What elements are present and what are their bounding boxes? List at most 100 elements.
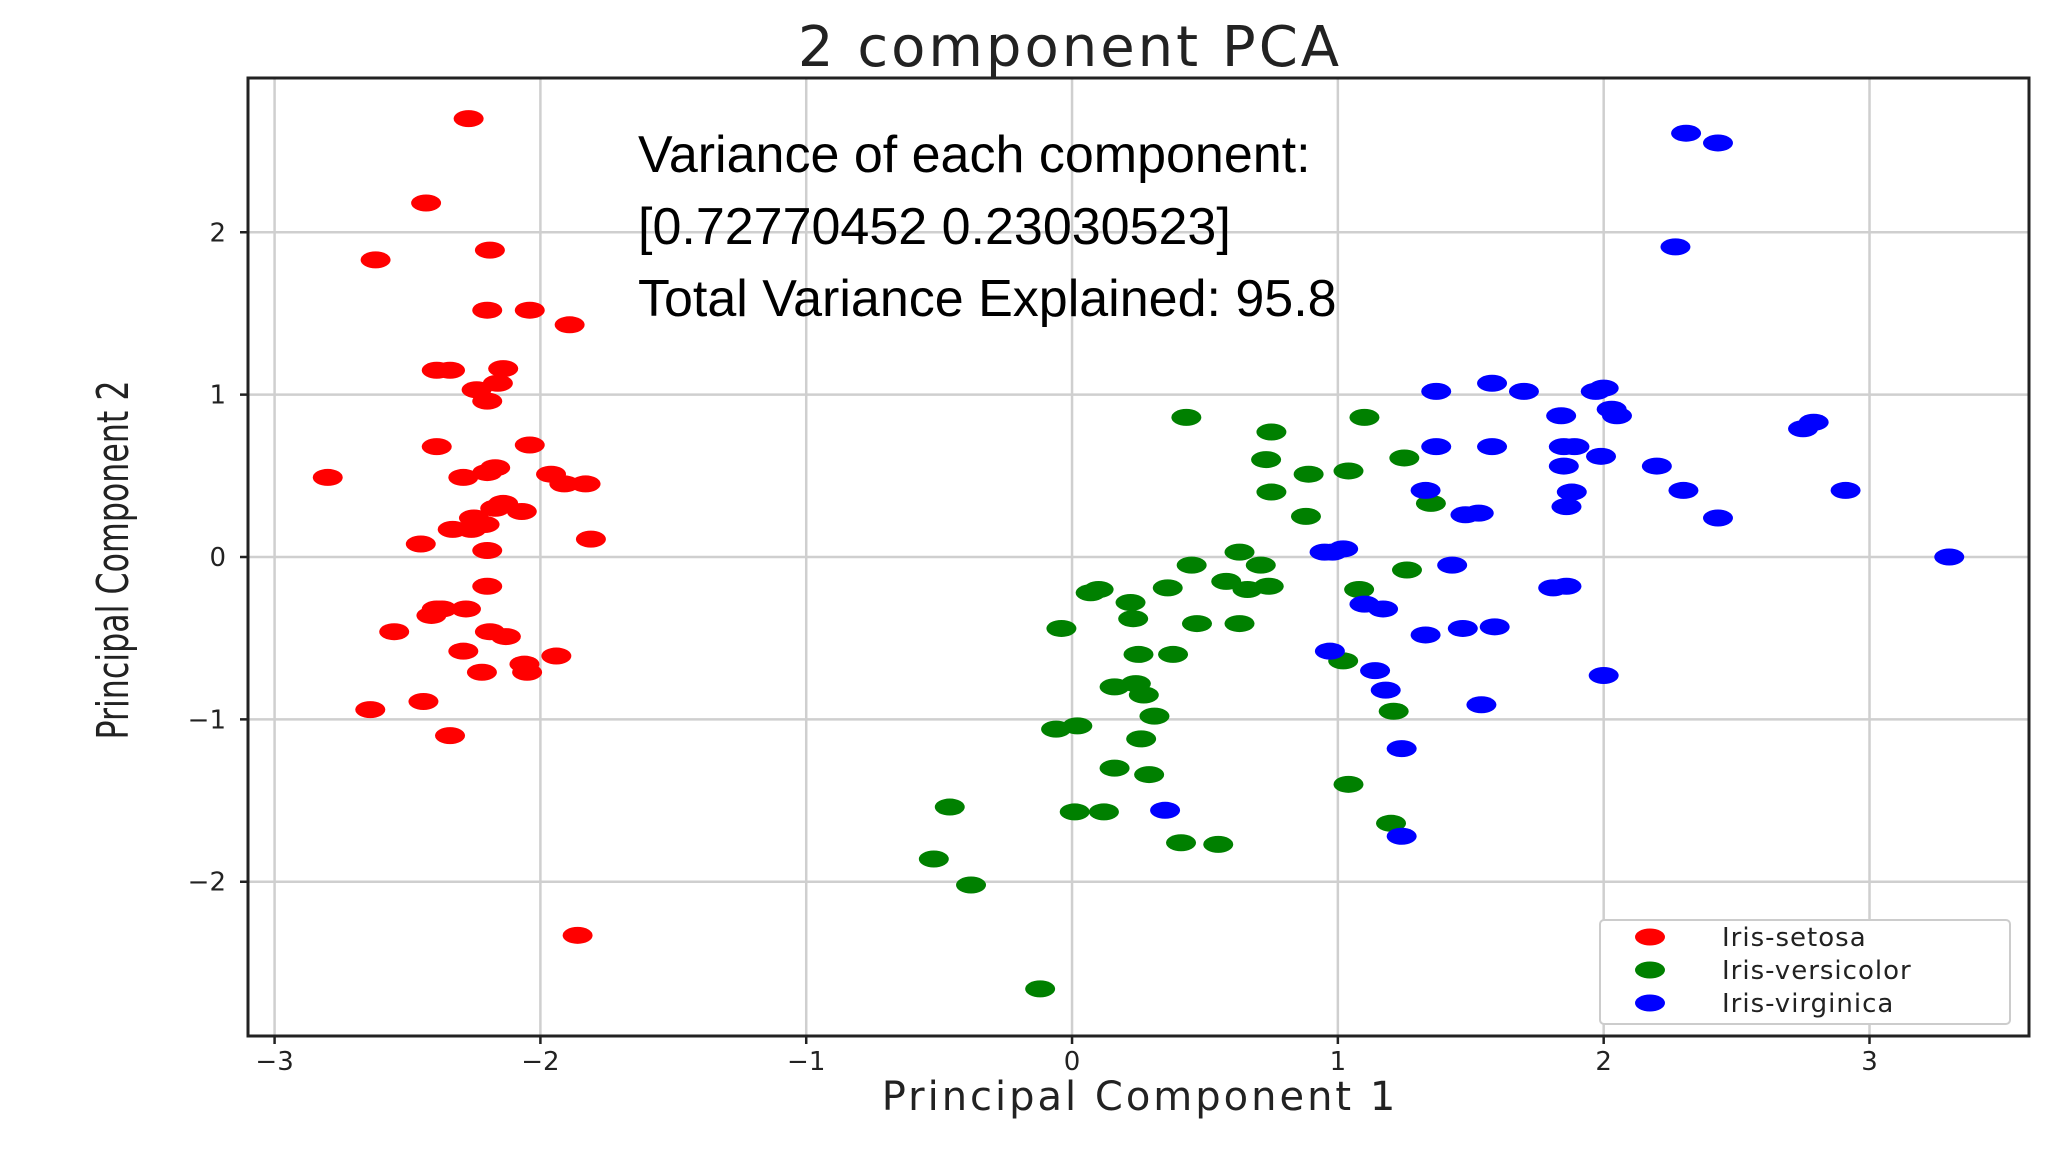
data-point [1139,707,1170,725]
x-tick-label: −3 [255,1047,293,1077]
data-point [1702,509,1733,527]
data-point [472,392,503,410]
data-point [562,926,593,944]
data-point [1370,681,1401,699]
data-point [1333,462,1364,480]
series-1 [918,408,1446,998]
data-point [1349,408,1380,426]
data-point [1181,615,1212,633]
data-point [472,577,503,595]
x-tick-label: −2 [521,1047,559,1077]
y-tick-label: 0 [209,543,226,573]
data-point [480,459,511,477]
data-point [1378,702,1409,720]
data-point [1256,423,1287,441]
data-point [514,436,545,454]
data-point [488,360,519,378]
data-point [435,727,466,745]
data-point [1437,556,1468,574]
data-point [1293,465,1324,483]
data-point [1477,438,1508,456]
data-point [1152,579,1183,597]
data-point [1150,801,1181,819]
data-point [1702,134,1733,152]
variance-annotation: Variance of each component: [0.72770452 … [638,126,1337,328]
data-point [1421,382,1452,400]
data-point [1333,775,1364,793]
data-point [1123,645,1154,663]
data-point [456,520,487,538]
data-point [1546,407,1577,425]
data-point [1134,766,1165,784]
data-point [379,623,410,641]
x-tick-label: 0 [1064,1047,1081,1077]
data-point [918,850,949,868]
data-point [1166,834,1197,852]
data-point [435,361,466,379]
y-tick-label: −2 [188,868,226,898]
data-point [1075,584,1106,602]
chart-title: 2 component PCA [798,15,1342,80]
axis-ticks: −3 −2 −1 0 1 2 3 −2 −1 0 1 2 [188,218,1878,1077]
data-point [1171,408,1202,426]
data-point [506,503,537,521]
data-point [1660,238,1691,256]
x-tick-label: 3 [1861,1047,1878,1077]
data-point [1588,379,1619,397]
data-point [1211,572,1242,590]
data-point [1586,447,1617,465]
x-tick-label: 1 [1330,1047,1347,1077]
legend-marker [1635,928,1665,946]
data-point [1062,717,1093,735]
y-tick-label: 1 [209,381,226,411]
data-point [411,194,442,212]
data-point [934,798,965,816]
y-axis-label: Principal Component 2 [88,380,140,739]
data-point [1934,548,1965,566]
data-point [472,542,503,560]
series-2 [1150,124,1965,845]
data-point [1059,803,1090,821]
annotation-line-2: [0.72770452 0.23030523] [638,198,1231,256]
data-point [1368,600,1399,618]
x-tick-label: −1 [787,1047,825,1077]
data-point [453,110,484,128]
data-point [421,438,452,456]
data-point [1046,619,1077,637]
legend-label: Iris-versicolor [1722,956,1912,986]
data-point [1463,504,1494,522]
data-point [1559,438,1590,456]
data-point [1176,556,1207,574]
data-point [1551,577,1582,595]
data-point [450,600,481,618]
x-tick-label: 2 [1595,1047,1612,1077]
data-point [1115,593,1146,611]
data-point [1118,610,1149,628]
data-point [1251,451,1282,469]
data-point [554,316,585,334]
y-tick-label: −1 [188,705,226,735]
data-point [405,535,436,553]
data-point [1479,618,1510,636]
data-point [1256,483,1287,501]
data-point [448,642,479,660]
data-point [570,475,601,493]
data-point [480,499,511,517]
data-point [956,876,987,894]
data-point [1126,730,1157,748]
data-point [1668,481,1699,499]
data-point [408,693,439,711]
data-point [360,251,391,269]
data-point [1344,580,1375,598]
data-point [1386,740,1417,758]
data-point [549,475,580,493]
data-point [1447,619,1478,637]
data-point [474,241,505,259]
data-point [1328,540,1359,558]
data-point [1224,615,1255,633]
data-point [1158,645,1189,663]
data-point [575,530,606,548]
data-point [472,301,503,319]
